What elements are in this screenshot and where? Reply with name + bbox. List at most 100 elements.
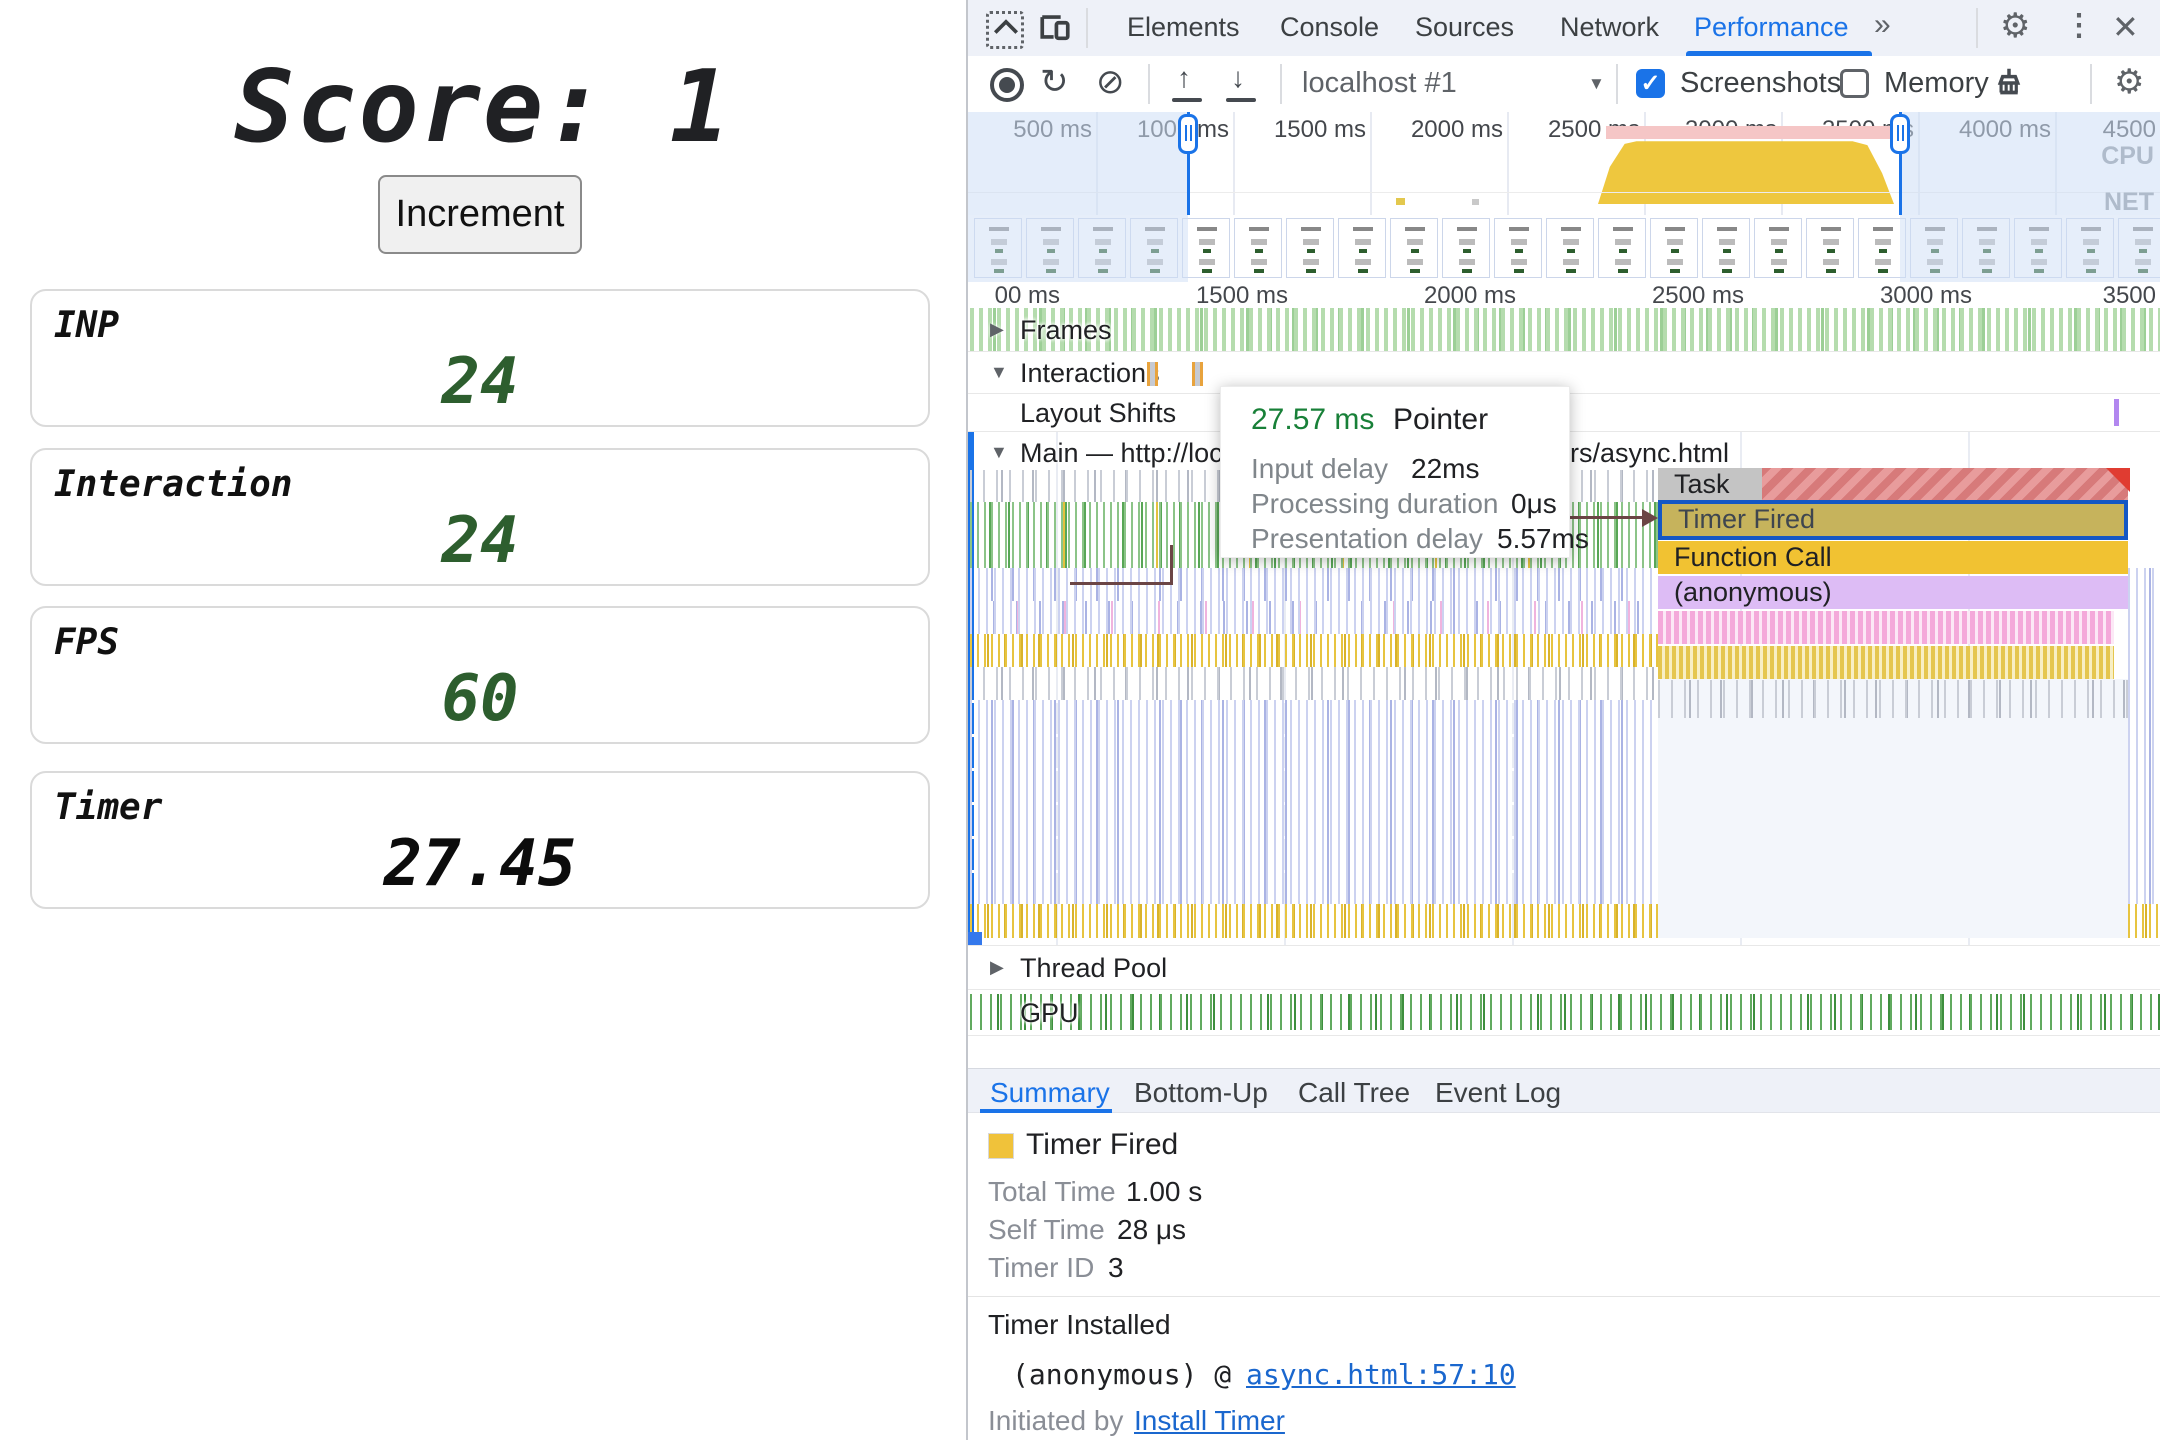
metric-label: FPS xyxy=(54,622,120,663)
frames-activity xyxy=(970,308,2160,351)
interaction-event-marker[interactable] xyxy=(1192,362,1203,386)
track-thread-pool[interactable]: ▶ Thread Pool xyxy=(968,946,2160,990)
more-tabs-icon[interactable]: » xyxy=(1874,8,1891,41)
tab-network[interactable]: Network xyxy=(1560,12,1660,42)
settings-gear-icon[interactable]: ⚙ xyxy=(2000,7,2031,45)
metric-value: 24 xyxy=(441,504,519,578)
filmstrip-thumbnail[interactable] xyxy=(1182,218,1230,278)
initiated-by-label: Initiated by xyxy=(988,1405,1124,1436)
flame-activity xyxy=(2128,904,2160,938)
close-icon[interactable]: ✕ xyxy=(2112,9,2139,45)
cpu-blip xyxy=(1396,198,1405,205)
track-label-layout-shifts: Layout Shifts xyxy=(1020,398,1177,428)
flame-activity xyxy=(970,634,1658,667)
metric-card-timer: Timer 27.45 xyxy=(30,771,930,909)
tab-event-log[interactable]: Event Log xyxy=(1435,1077,1562,1108)
filmstrip-thumbnail[interactable] xyxy=(1286,218,1334,278)
save-profile-icon[interactable]: ↓ xyxy=(1226,64,1256,102)
long-task-corner-icon xyxy=(2106,468,2130,492)
timeline-overview[interactable]: 500 ms 1000 ms 1500 ms 2000 ms 2500 ms 3… xyxy=(968,112,2160,215)
gridline xyxy=(1507,112,1509,215)
flame-bar-anonymous[interactable]: (anonymous) xyxy=(1658,576,2128,609)
tab-performance[interactable]: Performance xyxy=(1694,12,1849,42)
long-task-bar xyxy=(1606,126,1898,139)
expand-triangle-icon[interactable]: ▼ xyxy=(990,442,1008,462)
screenshot-filmstrip xyxy=(968,215,2160,282)
track-label-interactions: Interactions xyxy=(1020,358,1160,388)
filmstrip-thumbnail[interactable] xyxy=(1338,218,1386,278)
performance-toolbar: ↻ ⊘ ↑ ↓ localhost #1 ▼ ✓ Screenshots Mem… xyxy=(968,56,2160,113)
capture-settings-gear-icon[interactable]: ⚙ xyxy=(2114,63,2145,101)
filmstrip-thumbnail[interactable] xyxy=(1754,218,1802,278)
timer-installed-title: Timer Installed xyxy=(988,1309,1171,1340)
stack-frame-function: (anonymous) @ xyxy=(1012,1358,1232,1391)
flame-bar-minified-pink[interactable] xyxy=(1658,611,2114,644)
device-toolbar-icon[interactable] xyxy=(1038,10,1072,49)
tab-bottom-up[interactable]: Bottom-Up xyxy=(1134,1077,1268,1108)
interaction-event-marker[interactable] xyxy=(1147,362,1158,386)
selection-handle-left[interactable] xyxy=(1178,114,1198,154)
flame-bar-timer-fired[interactable]: Timer Fired xyxy=(1658,500,2128,540)
chevron-down-icon[interactable]: ▼ xyxy=(1588,74,1605,93)
details-tabbar: Summary Bottom-Up Call Tree Event Log xyxy=(968,1068,2160,1113)
filmstrip-thumbnail[interactable] xyxy=(1442,218,1490,278)
flame-activity xyxy=(970,904,1658,938)
tab-summary[interactable]: Summary xyxy=(990,1077,1110,1108)
kebab-menu-icon[interactable]: ⋮ xyxy=(2064,9,2094,42)
track-label-frames: Frames xyxy=(1020,315,1112,345)
filmstrip-thumbnail[interactable] xyxy=(1650,218,1698,278)
garbage-collect-icon[interactable] xyxy=(1990,64,2028,107)
tab-console[interactable]: Console xyxy=(1280,12,1380,42)
divider xyxy=(1148,64,1150,104)
filmstrip-thumbnail[interactable] xyxy=(1702,218,1750,278)
tooltip-row-label: Input delay xyxy=(1251,453,1388,484)
track-gpu[interactable]: GPU xyxy=(968,990,2160,1036)
history-dropdown[interactable]: localhost #1 xyxy=(1302,67,1457,99)
increment-button[interactable]: Increment xyxy=(378,175,582,254)
filmstrip-thumbnail[interactable] xyxy=(1494,218,1542,278)
layout-shift-marker[interactable] xyxy=(2114,399,2119,426)
filmstrip-thumbnail[interactable] xyxy=(1806,218,1854,278)
initiator-line xyxy=(1170,545,1173,584)
initiator-link[interactable]: Install Timer xyxy=(1134,1405,1285,1436)
flame-bar-task[interactable]: Task xyxy=(1658,468,2128,500)
tab-sources[interactable]: Sources xyxy=(1415,12,1515,42)
filmstrip-thumbnail[interactable] xyxy=(1858,218,1906,278)
record-icon[interactable] xyxy=(990,68,1024,102)
summary-row-label: Timer ID xyxy=(988,1252,1095,1283)
collapse-triangle-icon[interactable]: ▶ xyxy=(990,319,1004,339)
load-profile-icon[interactable]: ↑ xyxy=(1172,64,1202,102)
filmstrip-thumbnail[interactable] xyxy=(1598,218,1646,278)
tab-call-tree[interactable]: Call Tree xyxy=(1298,1077,1411,1108)
clear-icon[interactable]: ⊘ xyxy=(1096,63,1125,101)
flame-bar-function-call[interactable]: Function Call xyxy=(1658,541,2128,574)
scroll-corner-marker xyxy=(968,932,982,945)
detail-ruler: 00 ms 1500 ms 2000 ms 2500 ms 3000 ms 35… xyxy=(968,282,2160,309)
overview-dim-right xyxy=(1900,112,2160,215)
screenshots-label[interactable]: Screenshots xyxy=(1680,67,1842,99)
memory-checkbox[interactable] xyxy=(1840,69,1869,98)
summary-row-label: Self Time xyxy=(988,1214,1105,1245)
selection-handle-right[interactable] xyxy=(1890,114,1910,154)
memory-label[interactable]: Memory xyxy=(1884,67,1989,99)
ruler-tick: 2000 ms xyxy=(1423,282,1516,309)
filmstrip-thumbnail[interactable] xyxy=(1234,218,1282,278)
ruler-tick: 00 ms xyxy=(994,282,1060,309)
reload-record-icon[interactable]: ↻ xyxy=(1040,63,1069,101)
expand-triangle-icon[interactable]: ▼ xyxy=(990,362,1008,382)
flame-bar-minified-yellow[interactable] xyxy=(1658,646,2114,679)
collapse-triangle-icon[interactable]: ▶ xyxy=(990,957,1004,977)
screenshots-checkbox[interactable]: ✓ xyxy=(1636,69,1665,98)
cpu-blip xyxy=(1472,199,1479,205)
metric-value: 27.45 xyxy=(383,827,577,901)
ruler-tick: 2500 ms xyxy=(1651,282,1744,309)
tab-elements[interactable]: Elements xyxy=(1127,12,1240,42)
flame-activity xyxy=(970,667,1658,700)
track-frames[interactable]: ▶ Frames xyxy=(968,308,2160,352)
inspect-icon[interactable] xyxy=(986,11,1024,49)
filmstrip-thumbnail[interactable] xyxy=(1546,218,1594,278)
summary-row-value: 28 μs xyxy=(1117,1214,1187,1245)
filmstrip-thumbnail[interactable] xyxy=(1390,218,1438,278)
source-location-link[interactable]: async.html:57:10 xyxy=(1246,1358,1516,1391)
flame-activity xyxy=(970,700,1658,904)
